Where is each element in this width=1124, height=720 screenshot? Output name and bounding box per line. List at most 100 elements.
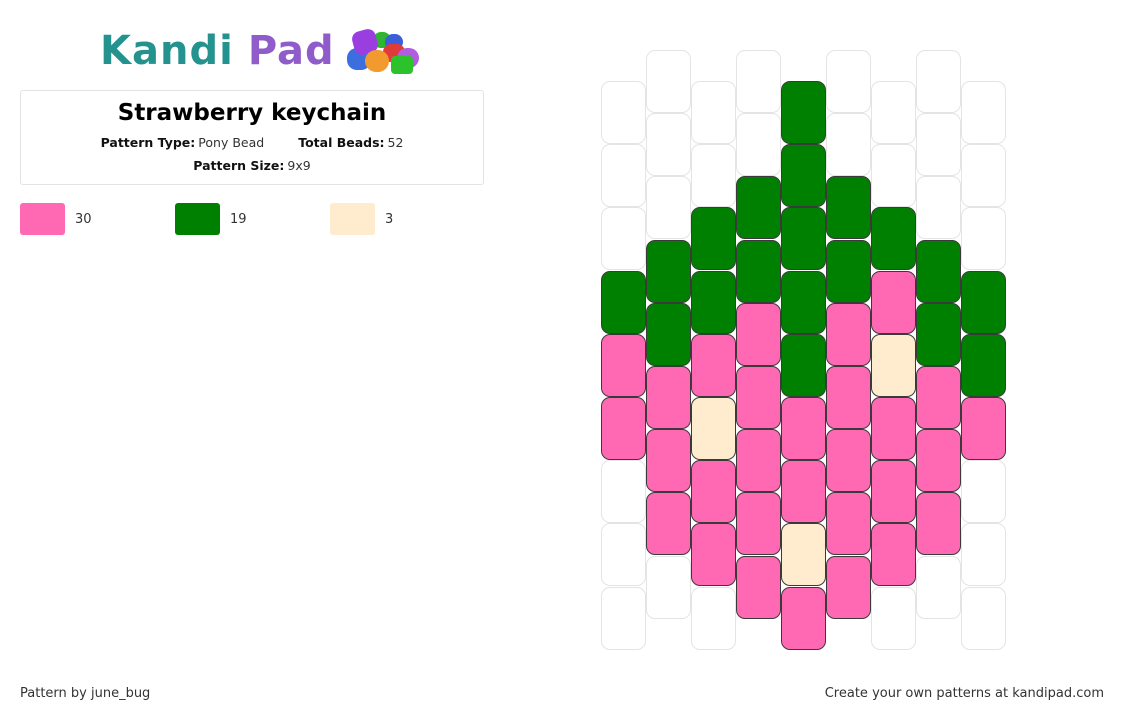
pattern-info-card: Strawberry keychain Pattern Type: Pony Be… [20, 90, 484, 185]
bead-cell [691, 460, 736, 524]
bead-cell [871, 144, 916, 208]
bead-cell [781, 207, 826, 271]
cream-swatch [330, 203, 375, 235]
bead-cell [691, 586, 736, 650]
bead-cell [916, 366, 961, 429]
bead-cell [781, 270, 826, 334]
green-swatch [175, 203, 220, 235]
legend-count: 30 [75, 211, 92, 227]
legend-item-cream: 3 [330, 203, 393, 235]
bead-cell [961, 270, 1006, 334]
legend-count: 19 [230, 211, 247, 227]
bead-cell [916, 555, 961, 619]
bead-cell [781, 586, 826, 650]
bead-cell [646, 176, 691, 240]
color-legend: 30 19 3 [20, 203, 490, 235]
bead-cell [826, 366, 871, 429]
bead-cell [871, 523, 916, 587]
bead-cell [826, 113, 871, 177]
bead-cell [961, 207, 1006, 271]
bead-cell [961, 460, 1006, 524]
bead-cell [736, 492, 781, 556]
bead-cell [691, 270, 736, 334]
bead-cell [961, 144, 1006, 208]
bead-cell [781, 81, 826, 144]
bead-cell [871, 397, 916, 460]
bead-cell [601, 586, 646, 650]
bead-cell [646, 50, 691, 113]
bead-cell [736, 113, 781, 177]
kandi-pad-logo[interactable]: Kandi Pad [100, 26, 421, 76]
bead-cell [691, 523, 736, 587]
pattern-size-label: Pattern Size: [193, 158, 285, 173]
bead-cell [826, 239, 871, 303]
bead-cell [871, 270, 916, 334]
bead-cell [781, 397, 826, 460]
pattern-size-value: 9x9 [287, 158, 311, 173]
bead-cell [646, 239, 691, 303]
total-beads-label: Total Beads: [298, 135, 385, 150]
bead-cell [961, 586, 1006, 650]
bead-cell [646, 113, 691, 177]
bead-cell [601, 207, 646, 271]
logo-text-kandi: Kandi [100, 28, 234, 74]
bead-cell [961, 397, 1006, 460]
total-beads-value: 52 [387, 135, 404, 150]
bead-cell [916, 492, 961, 556]
legend-count: 3 [385, 211, 394, 227]
total-beads: Total Beads: 52 [298, 135, 403, 151]
bead-cell [736, 366, 781, 429]
bead-cell [646, 492, 691, 556]
bead-cell [916, 302, 961, 366]
bead-cell [826, 176, 871, 240]
bead-cell [691, 397, 736, 460]
bead-cell [916, 176, 961, 240]
bead-cell [781, 144, 826, 208]
bead-cell [916, 429, 961, 493]
logo-text-pad: Pad [247, 28, 335, 74]
bead-cell [601, 523, 646, 587]
bead-cell [871, 460, 916, 524]
pattern-type: Pattern Type: Pony Bead [101, 135, 265, 151]
bead-cell [736, 429, 781, 493]
bead-cell [961, 81, 1006, 144]
bead-cell [781, 333, 826, 397]
bead-cell [781, 460, 826, 524]
bead-cell [691, 81, 736, 144]
pattern-title: Strawberry keychain [117, 100, 387, 126]
bead-cell [646, 302, 691, 366]
bead-cell [826, 50, 871, 113]
bead-cell [646, 366, 691, 429]
pink-swatch [20, 203, 65, 235]
bead-cell [826, 492, 871, 556]
bead-cell [826, 555, 871, 619]
bead-cell [601, 144, 646, 208]
bead-cell [871, 586, 916, 650]
bead-cell [916, 239, 961, 303]
bead-cell [691, 333, 736, 397]
legend-item-green: 19 [175, 203, 247, 235]
pattern-author: Pattern by june_bug [20, 686, 151, 701]
bead-cell [601, 333, 646, 397]
bead-cell [826, 302, 871, 366]
pattern-type-value: Pony Bead [198, 135, 265, 150]
bead-cell [736, 239, 781, 303]
pattern-type-label: Pattern Type: [100, 135, 196, 150]
bead-cell [646, 555, 691, 619]
bead-cell [961, 523, 1006, 587]
bead-cell [601, 270, 646, 334]
bead-cell [781, 523, 826, 587]
bead-cell [871, 81, 916, 144]
pattern-size: Pattern Size: 9x9 [193, 158, 310, 174]
bead-cell [691, 144, 736, 208]
bead-cell [826, 429, 871, 493]
bead-cell [871, 333, 916, 397]
bead-pattern-grid [601, 50, 1007, 650]
bead-cell [601, 397, 646, 460]
legend-item-pink: 30 [20, 203, 92, 235]
kandipad-link[interactable]: Create your own patterns at kandipad.com [824, 686, 1104, 701]
bead-cell [736, 302, 781, 366]
bead-cell [736, 555, 781, 619]
bead-cell [646, 429, 691, 493]
bead-cell [736, 50, 781, 113]
